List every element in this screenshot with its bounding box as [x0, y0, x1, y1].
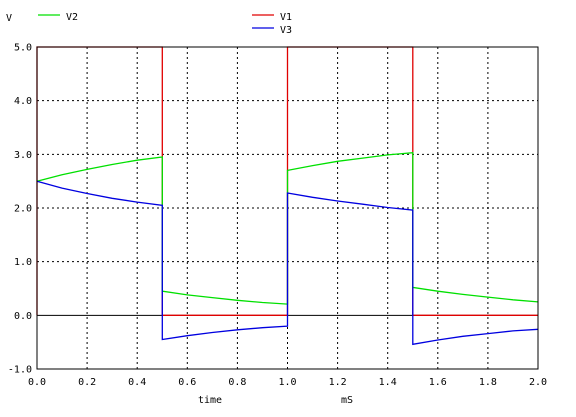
x-tick-label: 0.0: [28, 377, 46, 388]
y-tick-label: 4.0: [14, 96, 32, 107]
x-tick-label: 0.6: [178, 377, 196, 388]
x-tick-label: 2.0: [529, 377, 547, 388]
x-tick-label: 0.4: [128, 377, 146, 388]
x-axis-label: time: [198, 395, 222, 406]
y-tick-label: 1.0: [14, 257, 32, 268]
x-tick-label: 1.6: [429, 377, 447, 388]
y-tick-label: 2.0: [14, 204, 32, 215]
x-tick-label: 1.4: [379, 377, 397, 388]
legend-label-v1: V1: [280, 12, 292, 23]
x-tick-label: 1.2: [329, 377, 347, 388]
y-tick-labels: -1.0 0.0 1.0 2.0 3.0 4.0 5.0: [8, 43, 32, 376]
x-axis-unit: mS: [341, 395, 353, 406]
y-tick-label: 0.0: [14, 311, 32, 322]
x-tick-label: 1.0: [278, 377, 296, 388]
series-group: [36, 46, 539, 346]
x-tick-label: 1.8: [479, 377, 497, 388]
legend-v3: V3: [252, 25, 292, 36]
x-tick-label: 0.8: [228, 377, 246, 388]
series-line-v3: [36, 180, 539, 346]
y-tick-label: 5.0: [14, 43, 32, 54]
y-axis-label: V: [6, 13, 12, 24]
plot-frame: [36, 46, 539, 370]
x-tick-label: 0.2: [78, 377, 96, 388]
legend-label-v3: V3: [280, 25, 292, 36]
legend-label-v2: V2: [66, 12, 78, 23]
x-tick-labels: 0.0 0.2 0.4 0.6 0.8 1.0 1.2 1.4 1.6 1.8 2.0: [28, 377, 547, 388]
y-tick-label: 3.0: [14, 150, 32, 161]
y-tick-label: -1.0: [8, 365, 32, 376]
legend-v2: V2: [38, 12, 78, 23]
legend-v1: V1: [252, 12, 292, 23]
